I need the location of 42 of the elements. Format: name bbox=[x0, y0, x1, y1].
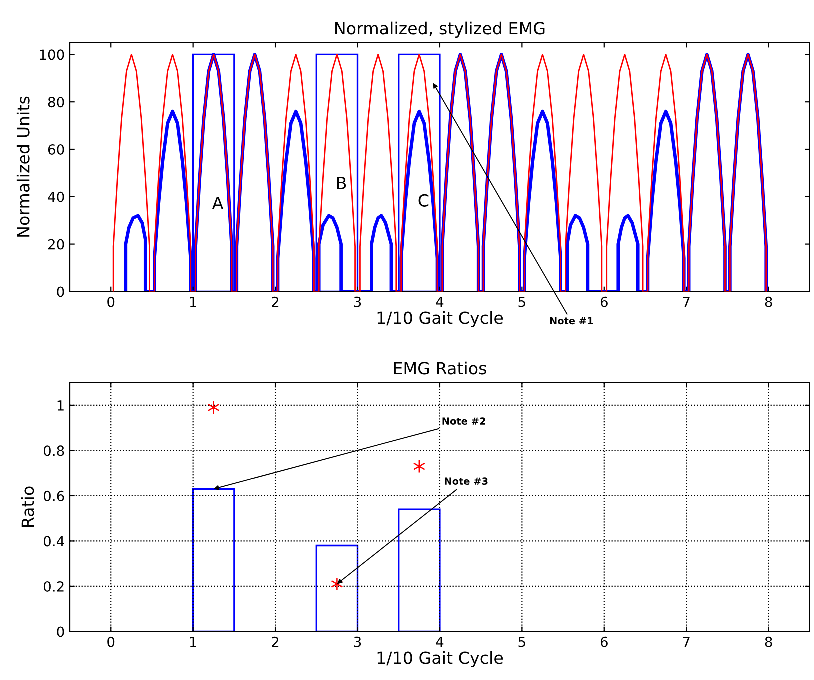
y-axis-title: Normalized Units bbox=[16, 96, 30, 237]
x-tick-label: 7 bbox=[683, 637, 690, 648]
y-tick-label: 40 bbox=[48, 192, 64, 202]
chart-title: EMG Ratios bbox=[394, 362, 486, 375]
x-axis-title: 1/10 Gait Cycle bbox=[378, 651, 504, 668]
y-tick-label: 60 bbox=[48, 144, 64, 155]
y-tick-label: 0.2 bbox=[44, 581, 64, 592]
y-axis-title: Ratio bbox=[21, 486, 34, 528]
y-tick-label: 0.6 bbox=[44, 490, 64, 502]
x-tick-label: 4 bbox=[436, 637, 444, 648]
x-tick-label: 2 bbox=[272, 636, 279, 648]
y-tick-label: 100 bbox=[40, 50, 64, 60]
y-tick-label: 20 bbox=[48, 239, 64, 250]
x-tick-label: 4 bbox=[436, 297, 444, 308]
x-tick-label: 3 bbox=[354, 636, 362, 648]
x-tick-label: 2 bbox=[272, 296, 279, 308]
x-tick-label: 8 bbox=[765, 296, 772, 308]
annotation: C bbox=[418, 194, 429, 207]
y-tick-label: 0 bbox=[57, 626, 64, 638]
y-tick-label: 1 bbox=[58, 400, 64, 411]
x-tick-label: 6 bbox=[600, 296, 608, 308]
x-tick-label: 8 bbox=[765, 636, 772, 648]
annotation: A bbox=[212, 197, 224, 210]
x-tick-label: 6 bbox=[600, 636, 608, 648]
y-tick-label: 0 bbox=[57, 286, 64, 298]
chart-title: Normalized, stylized EMG bbox=[336, 22, 545, 38]
x-tick-label: 0 bbox=[108, 296, 115, 308]
x-axis-title: 1/10 Gait Cycle bbox=[378, 311, 504, 328]
x-tick-label: 5 bbox=[518, 297, 526, 308]
annotation: B bbox=[337, 177, 346, 190]
x-tick-label: 1 bbox=[190, 297, 196, 308]
annotation: Note #2 bbox=[442, 418, 486, 425]
x-tick-label: 0 bbox=[108, 636, 115, 648]
text: Note #1 bbox=[550, 317, 594, 325]
annotation: Note #3 bbox=[445, 478, 488, 486]
x-tick-label: 3 bbox=[354, 296, 362, 308]
x-tick-label: 5 bbox=[518, 637, 526, 648]
y-tick-label: 0.8 bbox=[44, 446, 64, 456]
x-tick-label: 7 bbox=[683, 297, 690, 308]
x-tick-label: 1 bbox=[190, 637, 196, 648]
y-tick-label: 0.4 bbox=[44, 536, 64, 547]
y-tick-label: 80 bbox=[48, 97, 64, 108]
